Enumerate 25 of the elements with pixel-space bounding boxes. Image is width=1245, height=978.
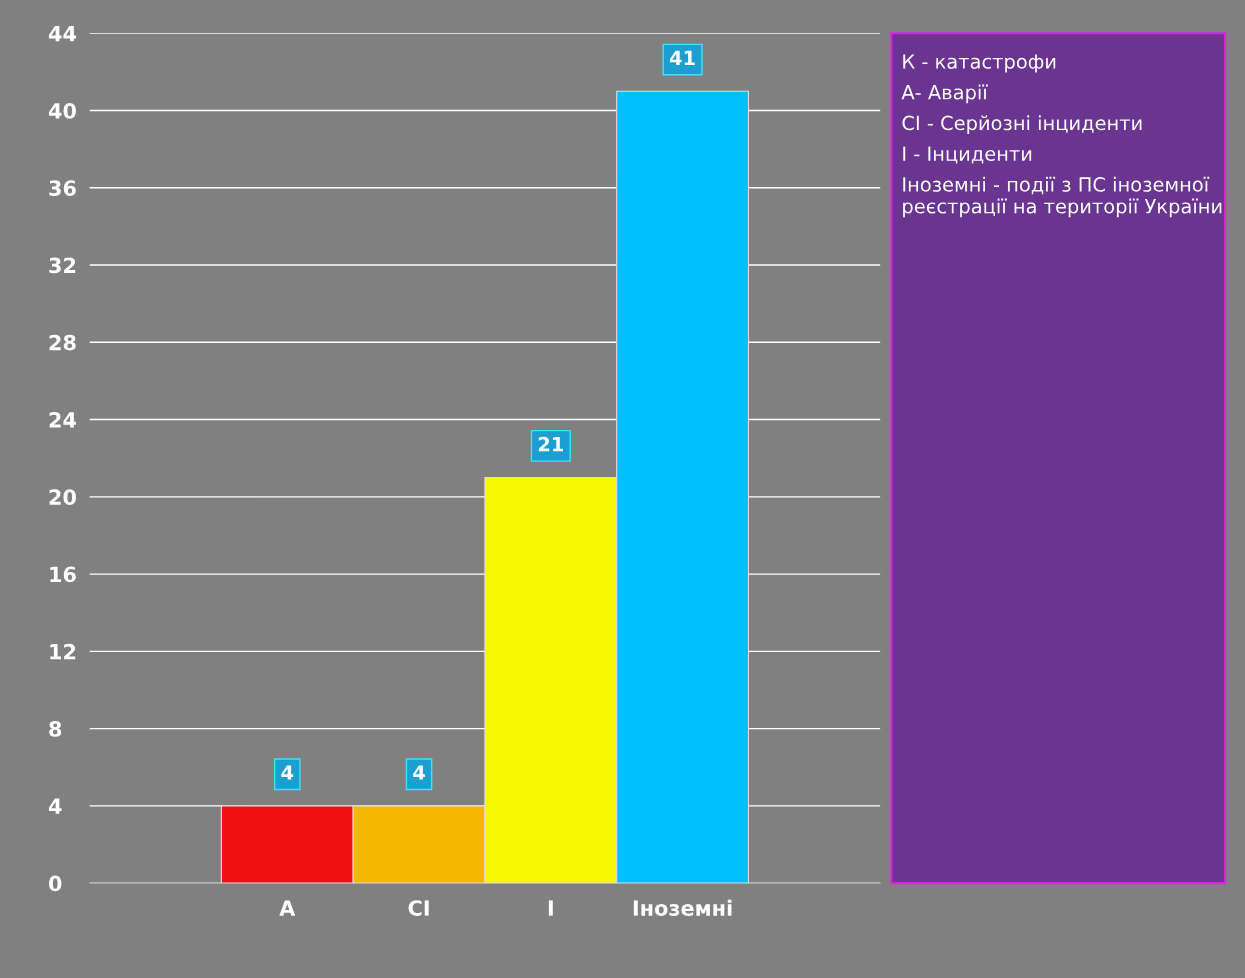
y-tick-label: 44 xyxy=(48,25,77,42)
x-tick-label: СІ xyxy=(408,900,429,916)
y-tick-label: 40 xyxy=(48,102,76,119)
text: Іноземні - події з ПС іноземної реєстрації на території України xyxy=(903,176,1222,218)
y-tick-label: 36 xyxy=(49,180,76,196)
data-label: 4 xyxy=(281,765,294,780)
y-tick-label: 32 xyxy=(49,257,76,274)
y-tick-label: 4 xyxy=(48,798,62,814)
data-label: 21 xyxy=(538,436,563,452)
text: І - Інциденти xyxy=(903,146,1032,164)
y-tick-label: 28 xyxy=(49,334,76,351)
y-tick-label: 16 xyxy=(50,566,76,583)
y-tick-label: 0 xyxy=(48,875,62,892)
x-tick-label: Іноземні xyxy=(633,899,732,916)
x-tick-label: І xyxy=(548,900,553,916)
y-tick-label: 24 xyxy=(49,412,77,428)
text: СІ - Серйозні інциденти xyxy=(902,115,1142,135)
y-tick-label: 20 xyxy=(49,489,76,506)
data-label: 4 xyxy=(413,765,425,780)
y-tick-label: 12 xyxy=(50,643,76,660)
text: К - катастрофи xyxy=(903,54,1056,73)
text: А- Аварії xyxy=(901,84,988,104)
y-tick-label: 8 xyxy=(49,721,62,737)
x-tick-label: А xyxy=(279,900,296,916)
data-label: 41 xyxy=(669,50,695,65)
